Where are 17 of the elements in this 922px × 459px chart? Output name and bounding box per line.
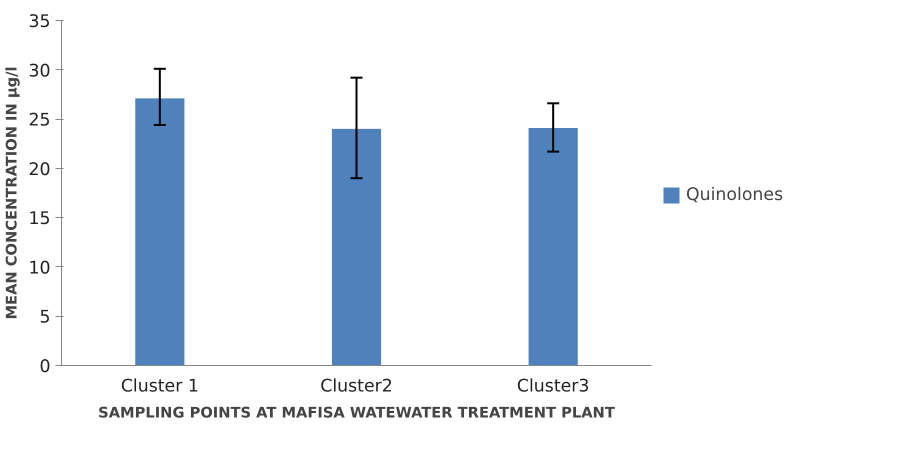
bar (528, 128, 578, 366)
x-tick-label: Cluster3 (516, 376, 590, 396)
y-tick-label: 35 (28, 12, 51, 32)
bar (332, 128, 382, 366)
x-tick-label: Cluster 1 (120, 376, 199, 396)
y-tick-label: 5 (39, 308, 51, 328)
y-tick-label: 25 (28, 110, 51, 131)
y-tick-label: 15 (28, 209, 51, 230)
y-axis-title: MEAN CONCENTRATION IN µg/l (3, 66, 20, 320)
y-tick-label: 30 (28, 61, 51, 82)
y-tick-label: 20 (28, 160, 51, 180)
y-tick-label: 10 (28, 258, 51, 278)
y-tick-label: 0 (39, 357, 51, 377)
x-tick-label: Cluster2 (320, 376, 393, 396)
x-axis-title: SAMPLING POINTS AT MAFISA WATEWATER TREATMENT PLANT (98, 404, 615, 422)
bar (135, 98, 184, 366)
legend-label: Quinolones (686, 185, 784, 205)
